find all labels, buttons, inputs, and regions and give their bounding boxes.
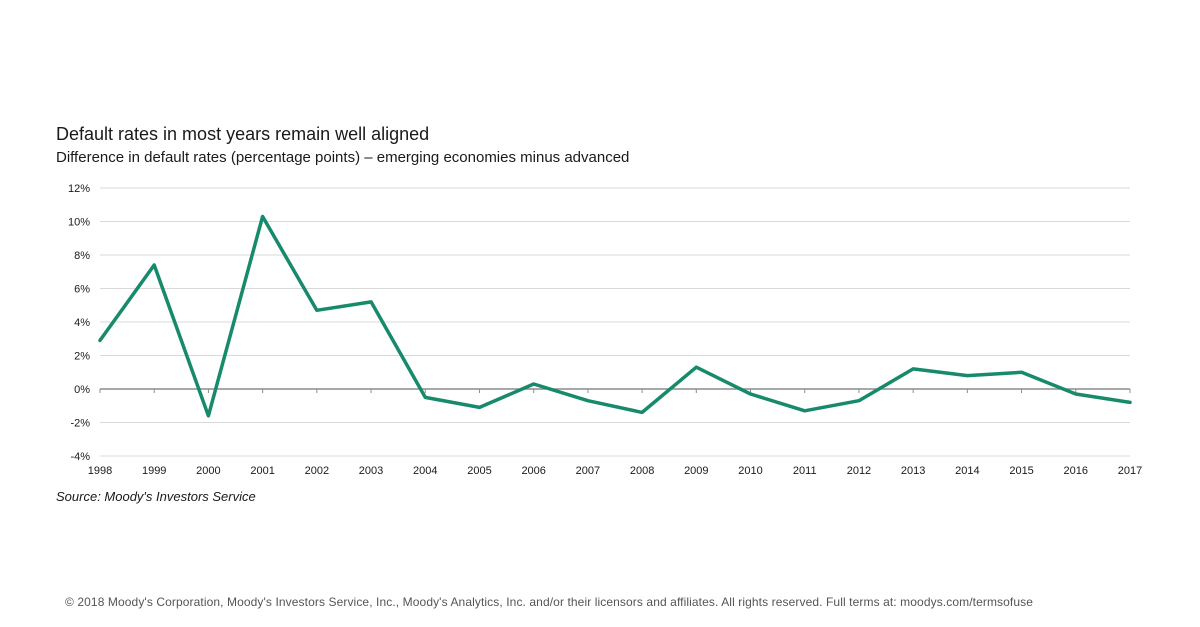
y-tick-label: -4% [70,451,90,463]
gridlines [99,187,1131,457]
x-tick-label: 2016 [1064,465,1088,477]
x-tick-label: 2013 [901,465,925,477]
source-note: Source: Moody's Investors Service [56,489,256,504]
x-tick-label: 2015 [1009,465,1033,477]
x-tick-label: 2011 [793,465,817,477]
x-tick-label: 2000 [196,465,220,477]
series-line-default-rate-difference [98,214,1132,418]
x-tick-label: 2001 [250,465,274,477]
x-tick-label: 1998 [88,465,112,477]
y-tick-label: 4% [74,317,90,329]
chart-subtitle: Difference in default rates (percentage … [56,149,630,166]
x-tick-label: 2005 [467,465,491,477]
y-tick-label: 12% [68,183,90,195]
x-tick-label: 2003 [359,465,383,477]
x-tick-label: 2012 [847,465,871,477]
x-tick-label: 2010 [738,465,762,477]
copyright-footer: © 2018 Moody's Corporation, Moody's Inve… [65,595,1033,609]
x-tick-label: 1999 [142,465,166,477]
y-tick-label: 2% [74,351,90,363]
x-tick-label: 2006 [521,465,545,477]
x-tick-label: 2009 [684,465,708,477]
x-tick-label: 2004 [413,465,437,477]
y-tick-label: 10% [68,217,90,229]
y-tick-label: -2% [70,418,90,430]
x-tick-label: 2017 [1118,465,1142,477]
series-lines [98,214,1132,418]
x-tick-label: 2014 [955,465,979,477]
y-axis-tick-labels: -4% -2% 0% 2% 4% 6% 8% 10% 12% [68,183,90,463]
y-tick-label: 6% [74,284,90,296]
x-tick-label: 2002 [305,465,329,477]
x-axis-tick-labels: 1998 1999 2000 2001 2002 2003 2004 2005 2006 2007… [88,465,1142,477]
chart-title: Default rates in most years remain well … [56,124,430,144]
x-tick-label: 2007 [576,465,600,477]
x-tick-label: 2008 [630,465,654,477]
y-tick-label: 0% [74,384,90,396]
y-tick-label: 8% [74,250,90,262]
